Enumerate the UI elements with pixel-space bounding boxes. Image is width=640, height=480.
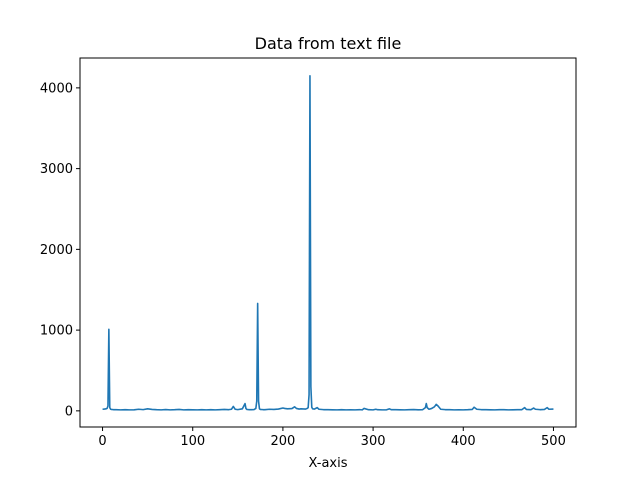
- x-tick-label: 400: [451, 434, 476, 449]
- y-tick-label: 2000: [40, 243, 73, 258]
- x-tick-label: 500: [541, 434, 566, 449]
- x-tick-label: 300: [361, 434, 386, 449]
- chart-title: Data from text file: [255, 34, 402, 53]
- x-tick-label: 100: [180, 434, 205, 449]
- plot-area: [102, 74, 554, 411]
- x-tick-label: 200: [270, 434, 295, 449]
- y-axis: 0 1000 2000 3000 4000: [40, 81, 80, 419]
- y-tick-label: 3000: [40, 162, 73, 177]
- x-tick-label: 0: [98, 434, 106, 449]
- x-axis-label: X-axis: [309, 456, 348, 471]
- y-tick-label: 1000: [40, 324, 73, 339]
- plot-frame: [79, 57, 577, 428]
- series-line: [102, 74, 554, 411]
- y-tick-label: 4000: [40, 81, 73, 96]
- y-tick-label: 0: [65, 404, 73, 419]
- x-axis: 0 100 200 300 400 500: [98, 427, 566, 449]
